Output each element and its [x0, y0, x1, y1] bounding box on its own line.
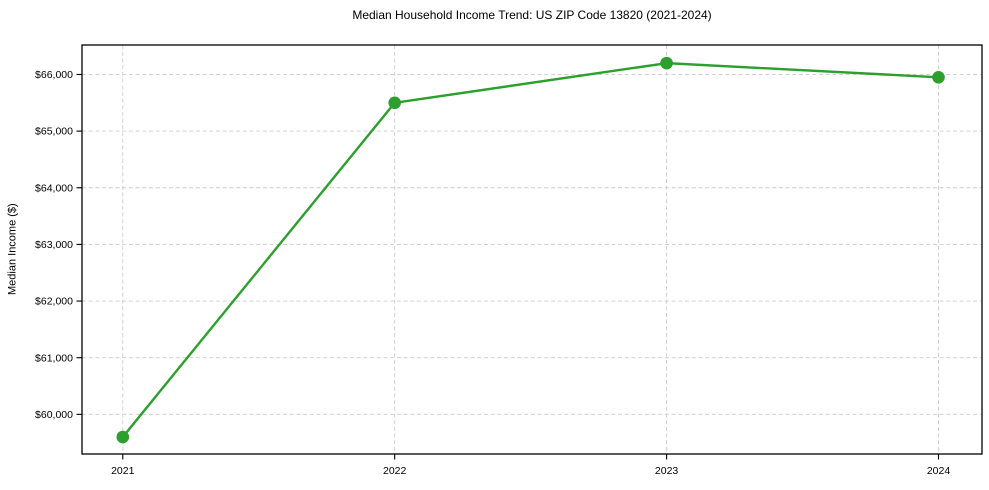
y-tick-label: $62,000 — [35, 296, 73, 308]
x-tick-label: 2024 — [927, 465, 951, 477]
y-tick-label: $64,000 — [35, 182, 73, 194]
y-tick-label: $66,000 — [35, 69, 73, 81]
plot-border — [81, 44, 983, 455]
y-tick-label: $63,000 — [35, 239, 73, 251]
x-tick-label: 2023 — [655, 465, 679, 477]
y-tick-label: $61,000 — [35, 352, 73, 364]
x-tick-label: 2021 — [111, 465, 135, 477]
income-trend-line — [121, 61, 940, 439]
chart-title: Median Household Income Trend: US ZIP Co… — [352, 8, 712, 22]
data-point-2024 — [932, 70, 945, 84]
data-point-2022 — [388, 96, 401, 110]
data-point-2021 — [116, 430, 130, 444]
y-tick-label: $60,000 — [35, 409, 73, 421]
x-tick-label: 2022 — [383, 465, 407, 477]
data-point-2023 — [660, 56, 673, 70]
y-tick-label: $65,000 — [35, 126, 73, 138]
